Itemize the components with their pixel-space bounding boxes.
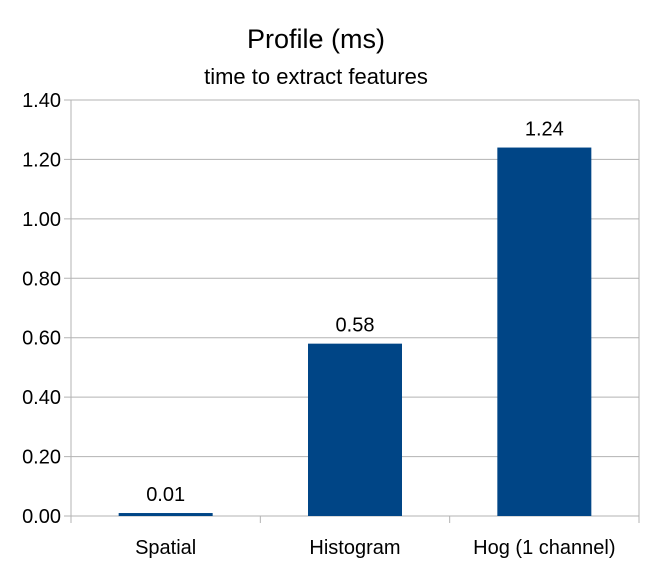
- y-tick-label: 0.60: [22, 328, 61, 350]
- chart-subtitle: time to extract features: [204, 64, 428, 89]
- data-label: 0.01: [146, 484, 185, 506]
- bars: [118, 147, 592, 517]
- y-tick-label: 0.40: [22, 387, 61, 409]
- y-tick-label: 1.40: [22, 90, 61, 112]
- data-label: 0.58: [336, 315, 375, 337]
- y-tick-label: 1.00: [22, 209, 61, 231]
- bar-hog-1-channel: [497, 147, 592, 517]
- y-tick-label: 0.00: [22, 506, 61, 528]
- chart-title: Profile (ms): [247, 24, 385, 54]
- x-category-label: Histogram: [309, 537, 400, 559]
- y-axis-ticks: 0.00 0.20 0.40 0.60 0.80 1.00 1.20 1.40: [22, 90, 61, 528]
- data-label: 1.24: [525, 119, 564, 141]
- bar-histogram: [308, 343, 402, 516]
- data-labels: 0.01 0.58 1.24: [146, 119, 564, 506]
- axes: [70, 100, 640, 523]
- bar-spatial: [118, 513, 213, 516]
- y-tick-label: 1.20: [22, 149, 61, 171]
- x-category-label: Spatial: [135, 537, 196, 559]
- y-tick-label: 0.80: [22, 268, 61, 290]
- x-axis-categories: Spatial Histogram Hog (1 channel): [135, 537, 615, 559]
- y-tick-label: 0.20: [22, 447, 61, 469]
- x-category-label: Hog (1 channel): [473, 537, 615, 559]
